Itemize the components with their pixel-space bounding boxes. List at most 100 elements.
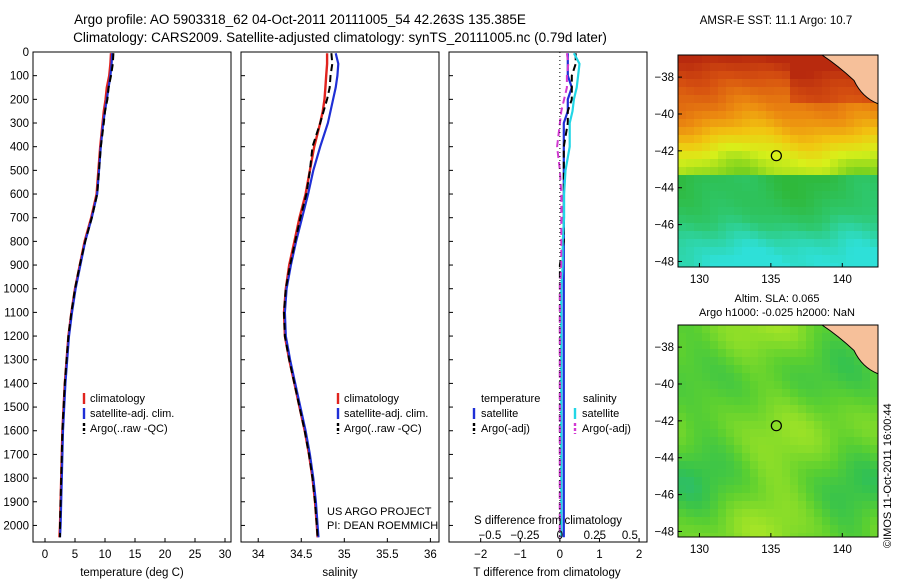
land-mass: [821, 55, 878, 105]
sst-map-panel: AMSR-E SST: 11.1 Argo: 10.7 130 135 140 −38…: [654, 15, 879, 286]
y-tick-label: 1500: [3, 402, 29, 414]
map-y-tick-label: −38: [654, 72, 674, 84]
map-y-tick-label: −48: [654, 526, 674, 538]
y-tick-label: 1200: [3, 331, 29, 343]
legend-item-temp-satellite: satellite: [481, 408, 518, 420]
title-line-1: Argo profile: AO 5903318_62 04-Oct-2011 …: [74, 12, 526, 27]
map-y-tick-label: −48: [654, 256, 674, 268]
x-tick-label: −2: [474, 549, 487, 561]
legend-item-sal-satellite: satellite: [582, 408, 619, 420]
legend-item-satellite-adj: satellite-adj. clim.: [344, 408, 428, 420]
y-tick-label: 400: [10, 142, 29, 154]
map-x-tick-label: 135: [761, 274, 780, 286]
float-position-marker: [770, 420, 782, 432]
map-x-tick-label: 140: [833, 544, 852, 556]
map-frame: [677, 324, 879, 538]
pi-annotation: PI: DEAN ROEMMICH: [327, 520, 438, 532]
x-tick-label: 10: [99, 549, 112, 561]
map-x-tick-label: 140: [833, 274, 852, 286]
top-tick-label: 0: [557, 530, 563, 542]
map-y-tick-label: −46: [654, 490, 674, 502]
salinity-legend: climatology satellite-adj. clim. Argo(..…: [336, 393, 428, 435]
map-y-tick-label: −42: [654, 416, 674, 428]
x-tick-label: 0: [557, 549, 563, 561]
map-y-tick-label: −46: [654, 220, 674, 232]
map-y-tick-label: −44: [654, 183, 674, 195]
y-tick-label: 1300: [3, 355, 29, 367]
top-tick-label: 0.5: [622, 530, 638, 542]
salinity-xlabel: salinity: [322, 567, 357, 579]
y-tick-label: 1700: [3, 449, 29, 461]
y-tick-label: 1900: [3, 497, 29, 509]
top-tick-label: −0.5: [479, 530, 502, 542]
y-tick-label: 1000: [3, 284, 29, 296]
x-tick-label: −1: [514, 549, 527, 561]
series-line-argo-raw-qc: [59, 53, 115, 538]
legend-item-sal-argo: Argo(-adj): [582, 423, 631, 435]
y-tick-label: 2000: [3, 520, 29, 532]
salinity-panel: 34 34.5 35 35.5 36 salinity climatology sate…: [240, 51, 440, 579]
title-line-2: Climatology: CARS2009. Satellite-adjuste…: [73, 30, 607, 45]
map-x-tick-label: 130: [690, 544, 709, 556]
legend-item-argo: Argo(..raw -QC): [344, 423, 422, 435]
imos-credit: ©IMOS 11-Oct-2011 16:00:44: [882, 403, 894, 548]
difference-legend: temperature satellite Argo(-adj) salinit…: [472, 393, 631, 435]
y-tick-label: 300: [10, 118, 29, 130]
map-y-tick-label: −38: [654, 342, 674, 354]
x-tick-label: 5: [72, 549, 78, 561]
series-line-satellite-adj-clim: [283, 52, 340, 538]
top-tick-label: −0.25: [510, 530, 539, 542]
map-field: [678, 55, 878, 267]
series-line-argo-raw-qc: [282, 53, 334, 538]
temperature-legend: climatology satellite-adj. clim. Argo(..…: [82, 393, 174, 435]
temperature-xlabel: temperature (deg C): [80, 567, 184, 579]
map-y-tick-label: −42: [654, 146, 674, 158]
map-x-tick-label: 130: [690, 274, 709, 286]
legend-item-satellite-adj: satellite-adj. clim.: [90, 408, 174, 420]
x-tick-label: 36: [424, 549, 437, 561]
y-tick-label: 700: [10, 213, 29, 225]
difference-top-xlabel: S difference from climatology: [474, 515, 622, 527]
map-x-tick-label: 135: [761, 544, 780, 556]
y-tick-label: 1400: [3, 378, 29, 390]
x-tick-label: 34: [252, 549, 265, 561]
x-tick-label: 35.5: [376, 549, 398, 561]
y-tick-label: 100: [10, 71, 29, 83]
y-tick-label: 1600: [3, 426, 29, 438]
map-y-tick-label: −40: [654, 109, 674, 121]
y-tick-label: 900: [10, 260, 29, 272]
x-tick-label: 20: [159, 549, 172, 561]
map-y-tick-label: −44: [654, 453, 674, 465]
legend-heading-temperature: temperature: [481, 393, 540, 405]
series-line-satellite-adj-clim: [58, 53, 114, 538]
series-line-climatology: [282, 53, 329, 538]
sst-map-title: AMSR-E SST: 11.1 Argo: 10.7: [700, 15, 853, 27]
y-tick-label: 200: [10, 94, 29, 106]
y-tick-label: 0: [23, 47, 29, 59]
y-tick-label: 600: [10, 189, 29, 201]
land-mass: [821, 325, 878, 375]
difference-xlabel: T difference from climatology: [473, 567, 620, 579]
x-tick-label: 0: [42, 549, 48, 561]
sla-map-title: Altim. SLA: 0.065: [735, 293, 820, 305]
series-line-salinity-satellite: [560, 52, 581, 538]
x-tick-label: 2: [636, 549, 642, 561]
project-annotation: US ARGO PROJECT: [327, 506, 432, 518]
temperature-panel: 0 5 10 15 20 25 300100200300400500600700800900…: [3, 47, 232, 579]
y-tick-label: 1100: [4, 307, 29, 319]
float-position-marker: [770, 150, 782, 162]
legend-item-argo: Argo(..raw -QC): [90, 423, 168, 435]
series-line-salinity-argo-adj: [556, 53, 570, 538]
x-tick-label: 35: [338, 549, 351, 561]
map-frame: [677, 54, 879, 268]
y-tick-label: 800: [10, 236, 29, 248]
x-tick-label: 25: [189, 549, 202, 561]
x-tick-label: 30: [219, 549, 232, 561]
x-tick-label: 15: [129, 549, 142, 561]
map-field: [678, 325, 878, 537]
legend-heading-salinity: salinity: [583, 393, 617, 405]
legend-item-climatology: climatology: [344, 393, 400, 405]
y-tick-label: 1800: [3, 473, 29, 485]
map-y-tick-label: −40: [654, 379, 674, 391]
x-tick-label: 34.5: [290, 549, 312, 561]
